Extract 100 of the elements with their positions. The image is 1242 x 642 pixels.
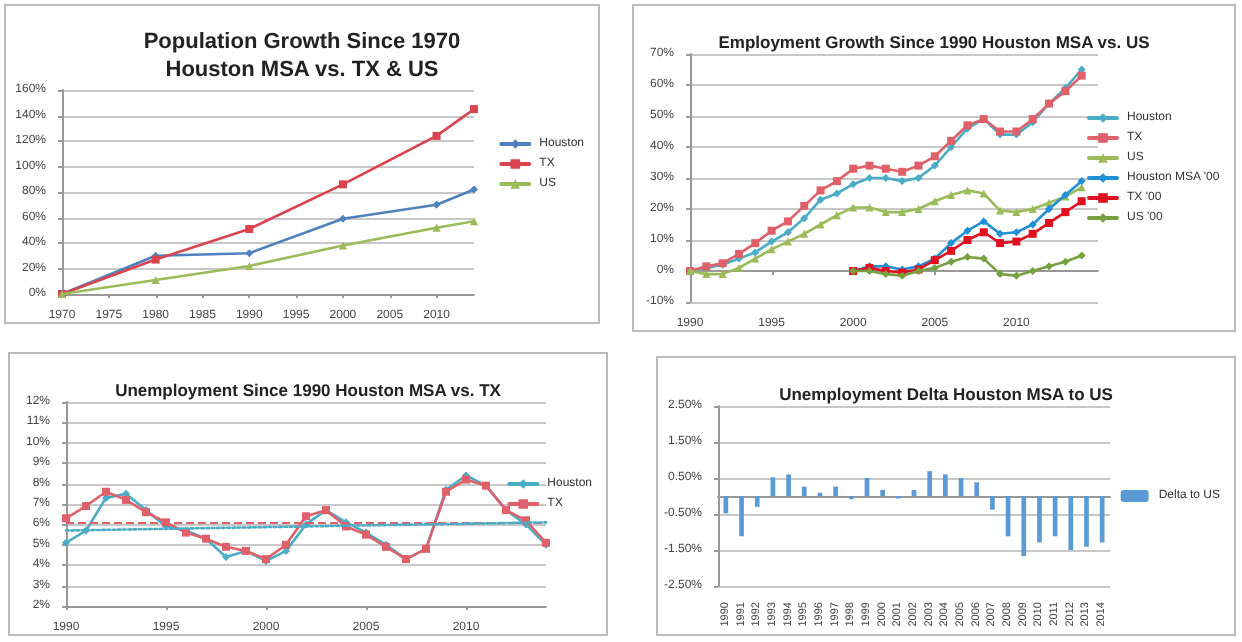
- point: [338, 180, 347, 189]
- bar: [786, 474, 791, 496]
- point: [470, 217, 478, 226]
- point: [734, 249, 743, 258]
- point: [102, 487, 110, 496]
- point: [1077, 251, 1086, 260]
- point: [767, 226, 776, 235]
- point: [432, 131, 441, 140]
- point: [338, 241, 347, 250]
- point: [1077, 71, 1086, 80]
- point: [979, 189, 988, 198]
- point: [865, 161, 874, 170]
- point: [996, 239, 1005, 248]
- bar: [990, 496, 995, 510]
- point: [702, 270, 711, 279]
- point: [832, 211, 841, 220]
- point: [432, 200, 441, 209]
- point: [996, 206, 1005, 215]
- point: [963, 236, 972, 244]
- bar: [1099, 496, 1105, 543]
- point: [930, 263, 939, 272]
- point: [1061, 257, 1070, 266]
- point: [751, 254, 760, 263]
- point: [832, 177, 841, 186]
- point: [122, 495, 130, 504]
- point: [1012, 228, 1021, 237]
- point: [751, 248, 760, 257]
- point: [1061, 208, 1070, 217]
- point: [947, 239, 956, 248]
- point: [62, 538, 70, 547]
- point: [751, 239, 760, 248]
- point: [849, 180, 858, 189]
- point: [979, 228, 988, 237]
- point: [767, 245, 776, 254]
- point: [1028, 220, 1037, 229]
- bar: [1068, 496, 1074, 550]
- point: [302, 512, 310, 521]
- point: [816, 220, 825, 229]
- chart-title: Employment Growth Since 1990 Houston MSA vs. US: [718, 32, 1151, 52]
- bar: [974, 482, 980, 496]
- point: [979, 254, 988, 263]
- point: [979, 217, 988, 226]
- bar: [754, 496, 760, 507]
- point: [881, 164, 890, 173]
- point: [222, 542, 230, 551]
- point: [800, 214, 809, 223]
- point: [800, 201, 809, 210]
- chart-title: Unemployment Delta Houston MSA to US: [779, 384, 1114, 404]
- point: [832, 189, 841, 198]
- point: [734, 263, 743, 272]
- point: [1012, 237, 1021, 246]
- point: [947, 136, 956, 145]
- bar: [1037, 496, 1042, 543]
- point: [963, 253, 972, 262]
- point: [1028, 229, 1037, 238]
- point: [865, 174, 874, 182]
- point: [783, 237, 792, 246]
- point: [470, 185, 478, 194]
- point: [898, 167, 907, 176]
- point: [816, 186, 825, 195]
- point: [947, 246, 956, 255]
- point: [800, 229, 809, 238]
- point: [898, 177, 907, 186]
- point: [151, 275, 160, 284]
- point: [1077, 197, 1086, 206]
- point: [432, 223, 441, 232]
- point: [222, 553, 230, 562]
- bar: [880, 489, 885, 496]
- bar: [927, 471, 933, 496]
- point: [62, 514, 70, 523]
- point: [914, 161, 923, 170]
- chart-title: Population Growth Since 1970 Houston MSA vs. TX & US: [143, 30, 461, 82]
- point: [282, 540, 290, 549]
- point: [82, 502, 90, 511]
- point: [849, 164, 858, 173]
- point: [930, 161, 939, 170]
- point: [1045, 262, 1054, 271]
- point: [947, 191, 956, 200]
- point: [963, 226, 972, 235]
- bar: [833, 486, 838, 496]
- point: [1028, 205, 1037, 213]
- bar: [801, 486, 807, 496]
- point: [816, 195, 825, 204]
- point: [996, 229, 1005, 238]
- point: [947, 257, 956, 266]
- point: [898, 208, 907, 217]
- chart-title: Unemployment Since 1990 Houston MSA vs. TX: [115, 380, 502, 400]
- point: [783, 217, 792, 226]
- bar: [1021, 496, 1027, 557]
- point: [865, 203, 874, 212]
- bar: [943, 474, 948, 496]
- point: [783, 228, 792, 237]
- point: [930, 152, 939, 161]
- point: [1028, 267, 1037, 275]
- line-series: [686, 183, 1086, 279]
- bar: [1084, 496, 1089, 547]
- point: [881, 208, 890, 217]
- point: [914, 205, 923, 213]
- bar: [739, 496, 744, 537]
- point: [245, 249, 254, 258]
